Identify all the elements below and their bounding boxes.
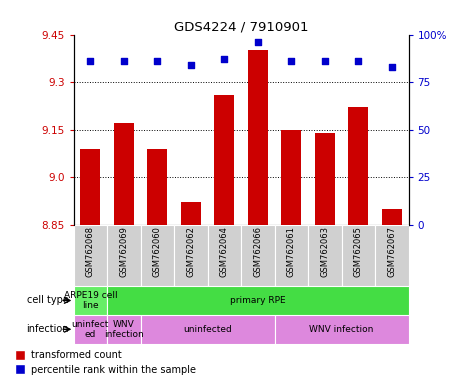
Point xyxy=(120,58,128,64)
Bar xyxy=(74,225,107,286)
Point xyxy=(86,58,94,64)
Bar xyxy=(308,225,342,286)
Text: uninfect
ed: uninfect ed xyxy=(72,319,109,339)
Bar xyxy=(141,315,275,344)
Bar xyxy=(275,315,408,344)
Bar xyxy=(208,225,241,286)
Text: infection: infection xyxy=(27,324,69,334)
Point xyxy=(153,58,161,64)
Bar xyxy=(74,315,107,344)
Text: GSM762060: GSM762060 xyxy=(153,227,162,277)
Point xyxy=(220,56,228,62)
Text: primary RPE: primary RPE xyxy=(230,296,285,305)
Point xyxy=(321,58,329,64)
Bar xyxy=(275,225,308,286)
Text: GSM762064: GSM762064 xyxy=(220,227,229,277)
Bar xyxy=(241,225,275,286)
Text: GSM762065: GSM762065 xyxy=(354,227,363,277)
Point xyxy=(354,58,362,64)
Bar xyxy=(281,129,301,225)
Bar xyxy=(107,315,141,344)
Text: GSM762062: GSM762062 xyxy=(186,227,195,277)
Text: GSM762067: GSM762067 xyxy=(387,227,396,278)
Bar xyxy=(382,209,402,225)
Bar xyxy=(348,108,368,225)
Text: ARPE19 cell
line: ARPE19 cell line xyxy=(64,291,117,310)
Text: GSM762066: GSM762066 xyxy=(253,227,262,278)
Bar xyxy=(114,123,134,225)
Text: cell type: cell type xyxy=(27,295,69,306)
Text: GSM762061: GSM762061 xyxy=(287,227,296,277)
Bar xyxy=(147,149,167,225)
Bar xyxy=(74,286,107,315)
Text: WNV infection: WNV infection xyxy=(309,325,374,334)
Bar xyxy=(174,225,208,286)
Legend: transformed count, percentile rank within the sample: transformed count, percentile rank withi… xyxy=(14,351,196,375)
Point xyxy=(287,58,295,64)
Bar xyxy=(342,225,375,286)
Text: uninfected: uninfected xyxy=(183,325,232,334)
Bar xyxy=(80,149,100,225)
Point xyxy=(187,62,195,68)
Text: WNV
infection: WNV infection xyxy=(104,319,144,339)
Point xyxy=(254,39,262,45)
Bar xyxy=(141,225,174,286)
Bar xyxy=(248,50,268,225)
Text: GSM762068: GSM762068 xyxy=(86,227,95,278)
Text: GSM762063: GSM762063 xyxy=(320,227,329,278)
Bar xyxy=(315,133,335,225)
Bar xyxy=(181,202,201,225)
Bar xyxy=(214,95,234,225)
Title: GDS4224 / 7910901: GDS4224 / 7910901 xyxy=(174,20,308,33)
Point xyxy=(388,64,396,70)
Text: GSM762069: GSM762069 xyxy=(119,227,128,277)
Bar xyxy=(375,225,408,286)
Bar xyxy=(107,225,141,286)
